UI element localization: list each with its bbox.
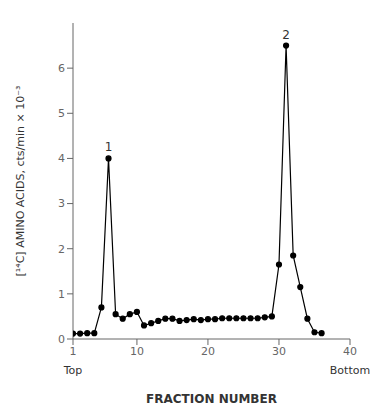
svg-text:2: 2 — [58, 243, 65, 256]
svg-text:4: 4 — [58, 152, 65, 165]
svg-text:6: 6 — [58, 62, 65, 75]
svg-text:1: 1 — [70, 345, 77, 358]
svg-text:30: 30 — [272, 345, 286, 358]
svg-text:[¹⁴C] AMINO ACIDS, cts/min × 1: [¹⁴C] AMINO ACIDS, cts/min × 10⁻³ — [14, 86, 27, 277]
svg-text:40: 40 — [343, 345, 357, 358]
svg-text:3: 3 — [58, 197, 65, 210]
svg-text:Top: Top — [63, 364, 83, 377]
svg-text:1: 1 — [58, 288, 65, 301]
svg-text:2: 2 — [282, 28, 290, 42]
svg-text:10: 10 — [130, 345, 144, 358]
svg-text:FRACTION NUMBER: FRACTION NUMBER — [146, 392, 277, 406]
svg-text:1: 1 — [105, 140, 113, 154]
svg-text:20: 20 — [201, 345, 215, 358]
svg-text:0: 0 — [58, 333, 65, 346]
svg-text:5: 5 — [58, 107, 65, 120]
svg-text:Bottom: Bottom — [330, 364, 370, 377]
